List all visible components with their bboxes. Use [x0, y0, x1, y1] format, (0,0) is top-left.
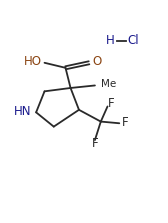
Text: O: O [93, 55, 102, 68]
Text: F: F [108, 97, 114, 110]
Text: F: F [92, 136, 99, 150]
Text: Me: Me [101, 79, 116, 89]
Text: HO: HO [24, 55, 42, 68]
Text: H: H [106, 34, 114, 47]
Text: Cl: Cl [127, 34, 139, 47]
Text: F: F [122, 116, 129, 129]
Text: HN: HN [14, 105, 31, 118]
